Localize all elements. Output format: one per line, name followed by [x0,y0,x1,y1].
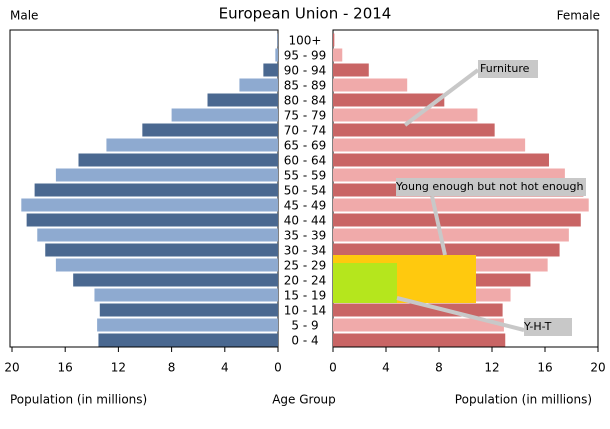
x-tick-label: 20 [590,361,605,375]
bar [333,243,560,257]
center-label: Age Group [272,393,336,407]
bar [55,258,278,272]
pointer [403,68,480,127]
highlight [333,263,397,303]
x-tick-label: 12 [484,361,499,375]
category-label: 15 - 19 [284,289,327,303]
category-label: 70 - 74 [284,124,327,138]
category-label: 40 - 44 [284,214,327,228]
bar [55,168,278,182]
category-label: 5 - 9 [291,319,318,333]
x-tick-label: 4 [221,361,229,375]
bar [333,33,335,47]
bar [333,63,369,77]
bar [333,138,526,152]
annotation: Furniture [480,62,530,75]
category-label: 0 - 4 [291,334,318,348]
annotation: Young enough but not hot enough [395,180,584,193]
category-label: 45 - 49 [284,199,327,213]
category-label: 25 - 29 [284,259,327,273]
category-label: 20 - 24 [284,274,327,288]
bar [171,108,278,122]
bar [21,198,279,212]
bar [333,123,495,137]
bar [97,318,279,332]
pointer [396,296,525,332]
bar [37,228,278,242]
right-label: Female [557,9,600,23]
x-tick-label: 12 [111,361,126,375]
bar [73,273,279,287]
note-box [478,60,538,78]
x-tick-label: 16 [537,361,552,375]
x-tick-label: 4 [382,361,390,375]
category-label: 10 - 14 [284,304,327,318]
bar [333,93,445,107]
bar [142,123,278,137]
left-label: Male [10,9,38,23]
category-label: 80 - 84 [284,94,327,108]
bar [333,153,549,167]
bar [333,78,408,92]
x-tick-label: 0 [274,361,282,375]
x-tick-label: 8 [435,361,443,375]
category-label: 35 - 39 [284,229,327,243]
bar [333,333,506,347]
category-label: 95 - 99 [284,49,327,63]
bar [78,153,278,167]
bar [333,213,581,227]
category-label: 90 - 94 [284,64,327,78]
chart-title: European Union - 2014 [219,5,392,23]
x-axis-label: Population (in millions) [455,393,592,407]
x-tick-label: 0 [329,361,337,375]
note-box [524,318,572,336]
bar [263,63,278,77]
category-label: 75 - 79 [284,109,327,123]
bar [333,198,589,212]
category-label: 100+ [289,34,322,48]
bar [275,48,278,62]
bar [106,138,279,152]
bar [239,78,278,92]
x-tick-label: 16 [58,361,73,375]
pointer [430,195,447,256]
x-tick-label: 8 [168,361,176,375]
bar [45,243,278,257]
category-label: 50 - 54 [284,184,327,198]
x-axis-label: Population (in millions) [10,393,147,407]
bar [333,48,343,62]
bar [333,228,569,242]
category-label: 85 - 89 [284,79,327,93]
category-label: 60 - 64 [284,154,327,168]
category-label: 30 - 34 [284,244,327,258]
bar [98,333,278,347]
bar [99,303,278,317]
annotation: Y-H-T [523,320,552,333]
bar [277,33,278,47]
bar [94,288,279,302]
bar [333,303,503,317]
bar [207,93,278,107]
category-label: 65 - 69 [284,139,327,153]
bar [34,183,278,197]
category-label: 55 - 59 [284,169,327,183]
x-tick-label: 20 [4,361,19,375]
annotations: Furniture Young enough but not hot enoug… [333,60,586,336]
bar [333,108,478,122]
bar [333,318,504,332]
bar [26,213,278,227]
note-box [396,178,586,196]
